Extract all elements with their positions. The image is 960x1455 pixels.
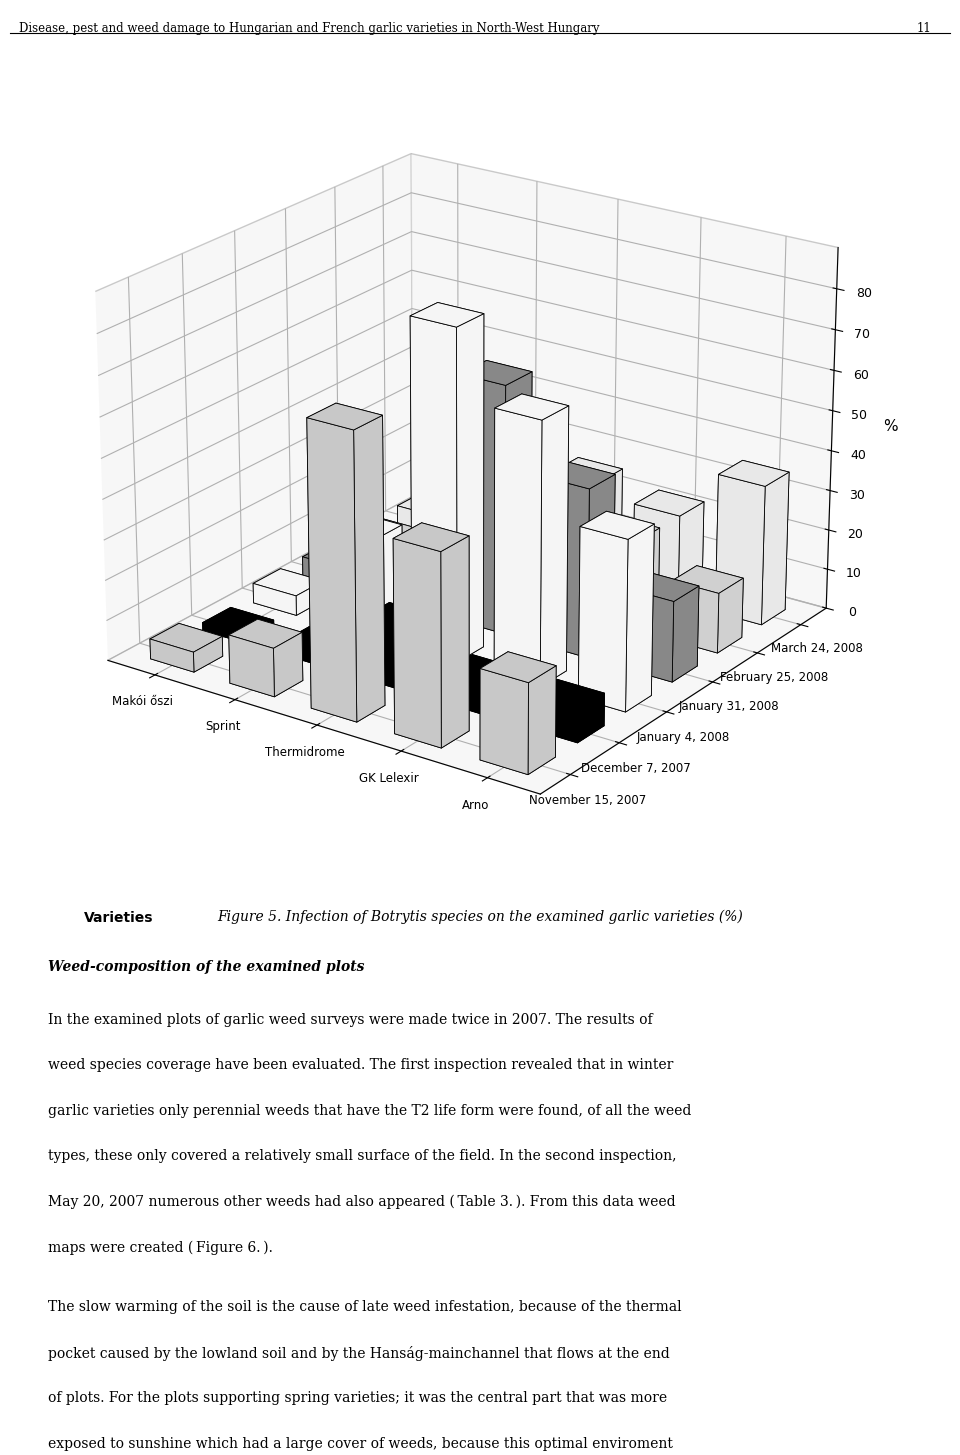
Text: weed species coverage have been evaluated. The first inspection revealed that in: weed species coverage have been evaluate… — [48, 1058, 673, 1072]
Text: pocket caused by the lowland soil and by the Hanság-mainchannel that flows at th: pocket caused by the lowland soil and by… — [48, 1346, 670, 1360]
Text: Disease, pest and weed damage to Hungarian and French garlic varieties in North-: Disease, pest and weed damage to Hungari… — [19, 22, 600, 35]
Text: exposed to sunshine which had a large cover of weeds, because this optimal envir: exposed to sunshine which had a large co… — [48, 1438, 673, 1451]
Text: of plots. For the plots supporting spring varieties; it was the central part tha: of plots. For the plots supporting sprin… — [48, 1391, 667, 1406]
Text: Varieties: Varieties — [84, 911, 154, 925]
Text: Weed-composition of the examined plots: Weed-composition of the examined plots — [48, 960, 365, 975]
Text: garlic varieties only perennial weeds that have the T2 life form were found, of : garlic varieties only perennial weeds th… — [48, 1104, 691, 1117]
Text: maps were created ( Figure 6. ).: maps were created ( Figure 6. ). — [48, 1241, 273, 1256]
Text: May 20, 2007 numerous other weeds had also appeared ( Table 3. ). From this data: May 20, 2007 numerous other weeds had al… — [48, 1195, 676, 1209]
Text: In the examined plots of garlic weed surveys were made twice in 2007. The result: In the examined plots of garlic weed sur… — [48, 1013, 653, 1027]
Text: 11: 11 — [917, 22, 931, 35]
Text: types, these only covered a relatively small surface of the field. In the second: types, these only covered a relatively s… — [48, 1149, 677, 1164]
Text: Figure 5. Infection of Botrytis species on the examined garlic varieties (%): Figure 5. Infection of Botrytis species … — [217, 909, 743, 924]
Text: The slow warming of the soil is the cause of late weed infestation, because of t: The slow warming of the soil is the caus… — [48, 1299, 682, 1314]
